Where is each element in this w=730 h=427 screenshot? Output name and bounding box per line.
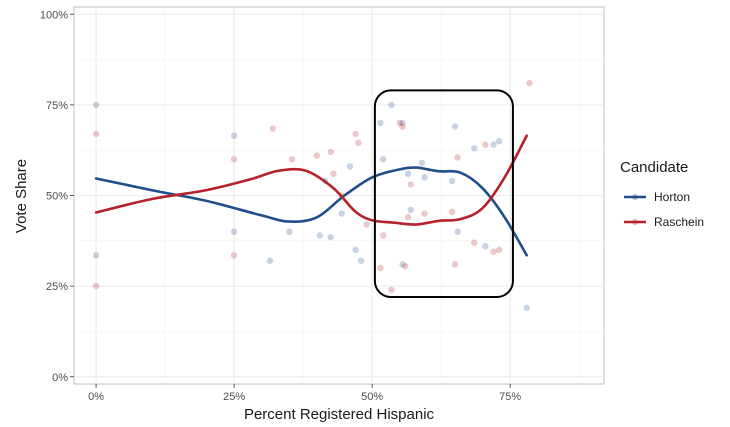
highlight-box xyxy=(373,89,514,298)
y-axis-title: Vote Share xyxy=(13,159,30,233)
horton-point xyxy=(448,177,456,185)
raschein-point xyxy=(269,125,276,132)
legend-title: Candidate xyxy=(620,159,688,176)
x-tick-label: 75% xyxy=(499,391,521,403)
raschein-point xyxy=(402,262,409,270)
raschein-point xyxy=(451,261,459,268)
horton-point xyxy=(399,261,406,268)
raschein-point xyxy=(495,246,503,254)
raschein-point xyxy=(379,232,387,239)
raschein-point xyxy=(396,119,403,127)
horton-point xyxy=(523,304,530,312)
horton-point xyxy=(471,145,478,152)
trend-lines xyxy=(94,134,528,257)
horton-point xyxy=(407,206,414,214)
raschein-point xyxy=(92,282,100,290)
horton-point xyxy=(379,156,387,163)
raschein-point xyxy=(92,130,100,138)
raschein-point xyxy=(490,248,497,255)
raschein-point xyxy=(421,210,428,217)
x-axis-title: Percent Registered Hispanic xyxy=(244,406,435,423)
horton-point xyxy=(327,233,334,241)
horton-point xyxy=(490,141,497,148)
horton-point xyxy=(92,252,100,259)
horton-point xyxy=(495,137,503,145)
x-tick-label: 50% xyxy=(361,391,383,403)
raschein-point xyxy=(404,214,412,221)
y-tick-label: 100% xyxy=(40,9,68,21)
horton-point xyxy=(92,101,100,109)
horton-point xyxy=(377,119,384,127)
major-gridlines xyxy=(74,7,604,384)
horton-point xyxy=(404,170,412,177)
horton-point xyxy=(230,228,238,235)
raschein-point xyxy=(399,123,406,130)
horton-point xyxy=(338,210,345,217)
raschein-point xyxy=(327,148,334,156)
y-tick-label: 75% xyxy=(46,100,68,112)
horton-point xyxy=(230,132,238,139)
raschein-point xyxy=(407,181,414,188)
x-tick-label: 0% xyxy=(88,391,104,403)
horton-point xyxy=(352,246,359,254)
horton-point xyxy=(454,228,461,235)
horton-point xyxy=(482,243,489,250)
horton-trend-line xyxy=(94,166,528,257)
raschein-point xyxy=(454,154,461,161)
raschein-point xyxy=(482,141,489,148)
legend-items: Horton Raschein xyxy=(624,190,704,229)
annotations xyxy=(373,89,514,298)
raschein-point xyxy=(230,156,238,163)
raschein-point xyxy=(471,239,478,246)
y-tick-label: 0% xyxy=(52,372,68,384)
raschein-point xyxy=(526,79,533,87)
raschein-trend-line xyxy=(94,134,528,226)
horton-point xyxy=(451,123,459,130)
horton-point xyxy=(266,257,274,264)
horton-point xyxy=(388,101,395,109)
horton-point xyxy=(399,119,406,127)
raschein-point xyxy=(330,170,337,177)
x-tick-label: 25% xyxy=(223,391,245,403)
raschein-point xyxy=(355,139,362,147)
raschein-point xyxy=(230,252,238,259)
horton-point xyxy=(418,159,426,167)
horton-legend-dot xyxy=(632,194,638,200)
horton-point xyxy=(316,232,323,239)
raschein-point xyxy=(352,130,359,138)
minor-gridlines xyxy=(74,7,604,384)
raschein-legend-dot xyxy=(632,219,638,225)
legend: Candidate Horton Raschein xyxy=(620,159,704,229)
y-tick-label: 25% xyxy=(46,281,68,293)
horton-point xyxy=(286,228,293,235)
x-axis-ticks: 0% 25% 50% 75% xyxy=(88,384,521,403)
horton-legend-label: Horton xyxy=(654,190,690,204)
y-axis-ticks: 0% 25% 50% 75% 100% xyxy=(40,9,74,384)
horton-point xyxy=(421,174,428,181)
raschein-point xyxy=(377,264,384,272)
raschein-point xyxy=(388,286,395,293)
raschein-point xyxy=(363,221,370,228)
raschein-point xyxy=(288,156,296,163)
horton-point xyxy=(346,163,354,170)
raschein-point xyxy=(448,208,456,216)
horton-point xyxy=(357,257,365,264)
raschein-legend-label: Raschein xyxy=(654,215,704,229)
raschein-point xyxy=(313,152,321,159)
y-tick-label: 50% xyxy=(46,191,68,203)
scatter-points xyxy=(92,79,533,312)
